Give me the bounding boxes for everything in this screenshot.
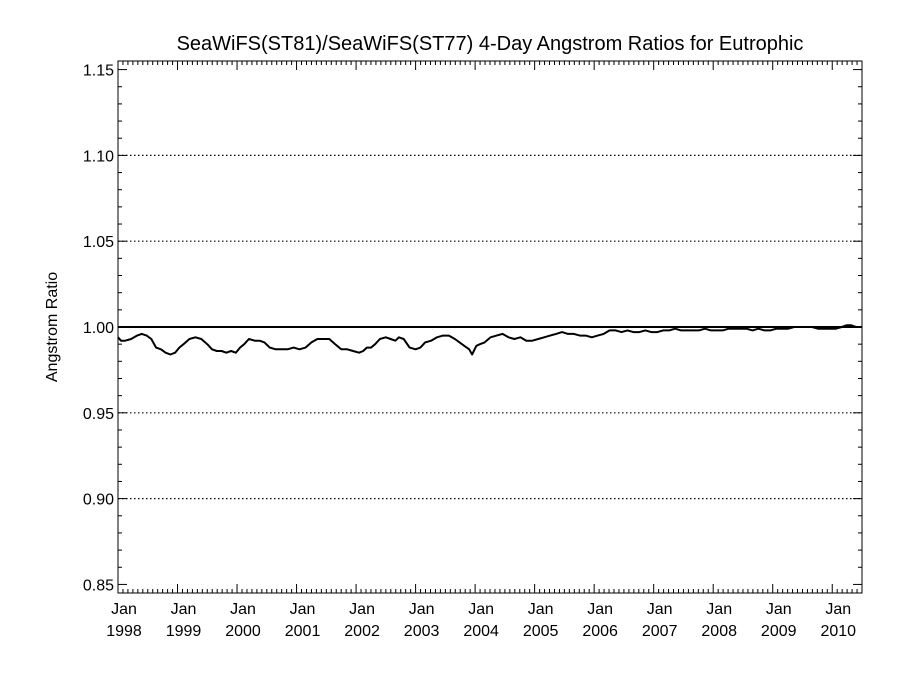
x-tick-label-month: Jan (171, 601, 197, 618)
x-tick-labels: Jan 1998 Jan 1999 Jan 2000 Jan 2001 Jan 2002 Jan 20… (106, 601, 856, 640)
x-tick-label-year: 1998 (106, 623, 142, 640)
x-tick-label-month: Jan (230, 601, 256, 618)
y-tick-label: 1.10 (83, 148, 114, 165)
gridlines (118, 154, 862, 500)
y-tick-label: 1.05 (83, 234, 114, 251)
x-tick-label-month: Jan (468, 601, 494, 618)
x-tick-label-month: Jan (349, 601, 375, 618)
x-tick-label-month: Jan (766, 601, 792, 618)
x-tick-label-year: 2003 (404, 623, 440, 640)
x-tick-label-year: 2005 (523, 623, 559, 640)
axis-ticks (117, 61, 863, 593)
x-tick-label-month: Jan (528, 601, 554, 618)
x-tick-label-month: Jan (290, 601, 316, 618)
x-tick-label-year: 2009 (761, 623, 797, 640)
series-line (117, 324, 860, 356)
y-tick-label: 0.90 (83, 492, 114, 509)
x-tick-label-year: 1999 (166, 623, 202, 640)
y-tick-label: 0.95 (83, 406, 114, 423)
x-tick-label-year: 2010 (820, 623, 856, 640)
x-tick-label-year: 2002 (344, 623, 380, 640)
y-axis-label: Angstrom Ratio (44, 272, 61, 382)
chart-title: SeaWiFS(ST81)/SeaWiFS(ST77) 4-Day Angstr… (177, 33, 804, 55)
x-tick-label-year: 2006 (582, 623, 618, 640)
y-tick-label: 1.00 (83, 320, 114, 337)
x-tick-label-month: Jan (111, 601, 137, 618)
x-tick-label-month: Jan (409, 601, 435, 618)
x-tick-label-month: Jan (825, 601, 851, 618)
y-tick-labels: 0.85 0.90 0.95 1.00 1.05 1.10 1.15 (83, 63, 114, 595)
x-tick-label-month: Jan (647, 601, 673, 618)
x-tick-label-month: Jan (706, 601, 732, 618)
x-tick-label-year: 2004 (463, 623, 499, 640)
plot-frame (117, 60, 863, 594)
x-tick-label-year: 2001 (285, 623, 321, 640)
x-tick-label-year: 2008 (701, 623, 737, 640)
y-tick-label: 0.85 (83, 577, 114, 594)
y-tick-label: 1.15 (83, 63, 114, 80)
x-tick-label-year: 2007 (642, 623, 678, 640)
x-tick-label-year: 2000 (225, 623, 261, 640)
x-tick-label-month: Jan (587, 601, 613, 618)
